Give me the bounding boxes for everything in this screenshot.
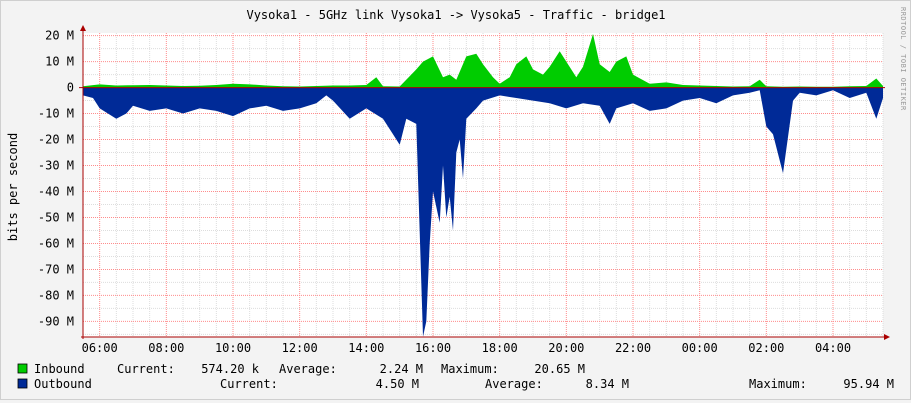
- legend-inbound-maximum: 20.65 M: [534, 362, 585, 376]
- y-tick-label: 0: [67, 81, 74, 95]
- axes: [79, 25, 890, 340]
- y-tick-label: -50 M: [38, 210, 74, 224]
- legend-current-label-2: Current:: [220, 377, 278, 391]
- y-tick-label: -70 M: [38, 262, 74, 276]
- legend-inbound-current: 574.20 k: [201, 362, 260, 376]
- x-tick-label: 10:00: [215, 341, 251, 355]
- x-tick-label: 22:00: [615, 341, 651, 355]
- chart-title: Vysoka1 - 5GHz link Vysoka1 -> Vysoka5 -…: [246, 8, 665, 22]
- x-tick-label: 00:00: [682, 341, 718, 355]
- rrdtool-watermark: RRDTOOL / TOBI OETIKER: [899, 7, 907, 111]
- y-tick-label: -90 M: [38, 314, 74, 328]
- y-tick-label: -20 M: [38, 133, 74, 147]
- inbound-area: [83, 34, 883, 88]
- legend-current-label: Current:: [117, 362, 175, 376]
- y-axis-label: bits per second: [6, 133, 20, 241]
- y-tick-label: -10 M: [38, 107, 74, 121]
- legend-outbound-maximum: 95.94 M: [843, 377, 894, 391]
- y-tick-label: -40 M: [38, 184, 74, 198]
- x-tick-label: 14:00: [348, 341, 384, 355]
- x-tick-label: 08:00: [148, 341, 184, 355]
- legend-average-label: Average:: [279, 362, 337, 376]
- y-tick-label: -30 M: [38, 159, 74, 173]
- x-tick-labels: 06:00 08:00 10:00 12:00 14:00 16:00 18:00 20:00…: [82, 341, 851, 355]
- y-tick-labels: 20 M 10 M 0 -10 M -20 M -30 M -40 M -50 M -60 M -…: [38, 29, 74, 329]
- y-tick-label: -80 M: [38, 288, 74, 302]
- legend-outbound-average: 8.34 M: [586, 377, 629, 391]
- y-axis-arrow: [80, 25, 86, 31]
- x-tick-label: 12:00: [282, 341, 318, 355]
- x-tick-label: 16:00: [415, 341, 451, 355]
- x-tick-label: 20:00: [548, 341, 584, 355]
- y-tick-label: 10 M: [45, 55, 74, 69]
- x-tick-label: 02:00: [748, 341, 784, 355]
- legend-outbound-current: 4.50 M: [376, 377, 419, 391]
- y-tick-label: 20 M: [45, 29, 74, 43]
- legend-average-label-2: Average:: [485, 377, 543, 391]
- legend-maximum-label: Maximum:: [441, 362, 499, 376]
- x-tick-label: 18:00: [482, 341, 518, 355]
- x-axis-arrow: [884, 334, 890, 340]
- x-tick-label: 06:00: [82, 341, 118, 355]
- legend-swatch-inbound: [17, 363, 28, 374]
- legend-swatch-outbound: [17, 378, 28, 389]
- legend-inbound-average: 2.24 M: [380, 362, 423, 376]
- y-tick-label: -60 M: [38, 236, 74, 250]
- legend-name-outbound: Outbound: [34, 377, 92, 391]
- legend-name-inbound: Inbound: [34, 362, 85, 376]
- legend-maximum-label-2: Maximum:: [749, 377, 807, 391]
- x-tick-label: 04:00: [815, 341, 851, 355]
